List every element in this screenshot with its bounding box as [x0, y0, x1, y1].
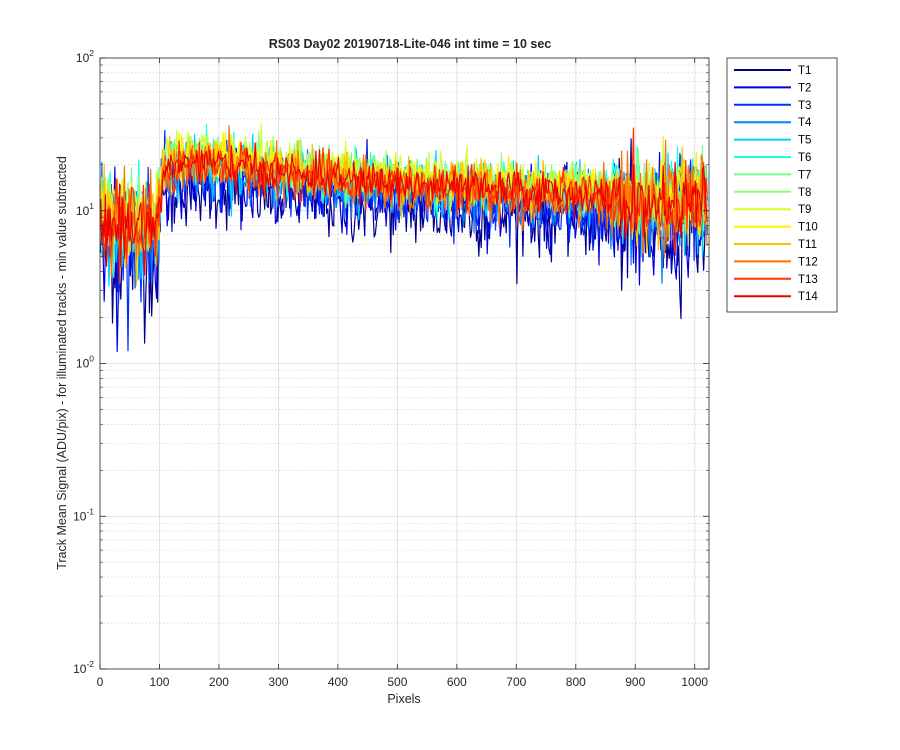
- legend-label-t8: T8: [798, 187, 811, 199]
- series-line-t14: [100, 142, 708, 276]
- legend-label-t3: T3: [798, 100, 811, 112]
- x-tick-label: 800: [566, 675, 586, 689]
- y-tick-label: 101: [76, 201, 94, 218]
- y-tick-label: 102: [76, 48, 94, 65]
- x-tick-label: 300: [268, 675, 288, 689]
- legend: T1 T2 T3 T4 T5 T6 T7 T8 T9 T10 T11 T12 T13 T14: [726, 57, 838, 313]
- y-tick-label: 100: [76, 354, 94, 371]
- x-tick-label: 200: [209, 675, 229, 689]
- x-tick-label: 1000: [681, 675, 708, 689]
- series-layer: [100, 122, 708, 352]
- x-tick-label: 0: [97, 675, 104, 689]
- legend-label-t13: T13: [798, 274, 818, 286]
- x-tick-label: 400: [328, 675, 348, 689]
- legend-label-t6: T6: [798, 152, 811, 164]
- legend-label-t2: T2: [798, 82, 811, 94]
- legend-label-t11: T11: [798, 239, 817, 251]
- legend-label-t9: T9: [798, 204, 811, 216]
- legend-label-t5: T5: [798, 135, 811, 147]
- y-axis: 10-2 10-1 100 101 102: [73, 48, 709, 676]
- legend-label-t12: T12: [798, 256, 818, 268]
- legend-label-t1: T1: [798, 65, 811, 77]
- y-axis-label: Track Mean Signal (ADU/pix) - for illumi…: [55, 156, 69, 570]
- x-tick-label: 700: [506, 675, 526, 689]
- y-tick-label: 10-2: [73, 659, 94, 676]
- legend-label-t4: T4: [798, 117, 812, 129]
- x-axis-label: Pixels: [387, 692, 420, 706]
- legend-label-t14: T14: [798, 291, 818, 303]
- x-tick-label: 500: [387, 675, 407, 689]
- series-line-t13: [100, 127, 708, 285]
- y-tick-label: 10-1: [73, 506, 94, 523]
- chart-title: RS03 Day02 20190718-Lite-046 int time = …: [269, 37, 552, 51]
- legend-box: [726, 57, 838, 313]
- x-tick-label: 600: [447, 675, 467, 689]
- x-axis: 0 100 200 300 400 500 600 700 800 900 1000: [97, 58, 708, 689]
- legend-label-t7: T7: [798, 169, 811, 181]
- legend-label-t10: T10: [798, 222, 818, 234]
- x-tick-label: 100: [149, 675, 169, 689]
- x-tick-label: 900: [625, 675, 645, 689]
